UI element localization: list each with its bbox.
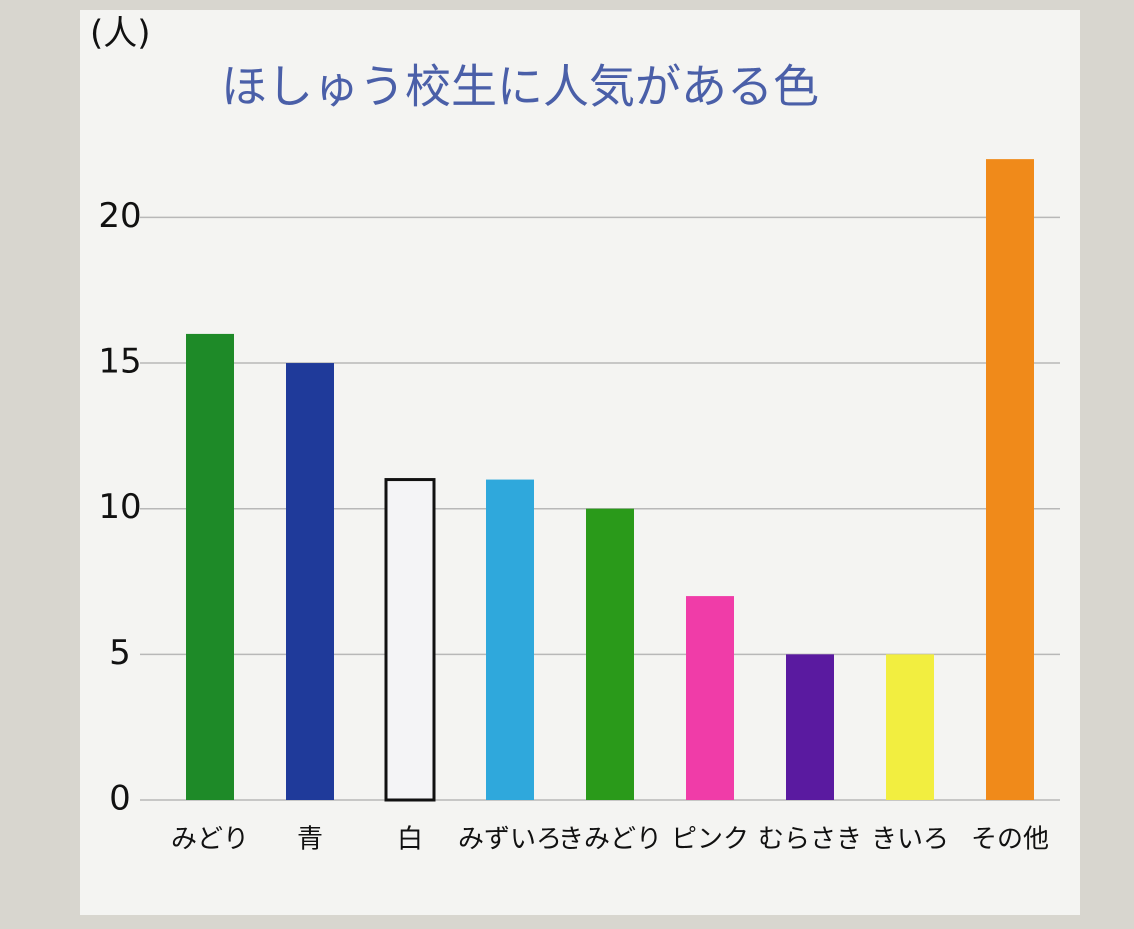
y-axis-label: (人): [90, 14, 151, 54]
y-tick-label: 5: [109, 633, 131, 673]
bar: [786, 654, 834, 800]
chart-title: ほしゅう校生に人気がある色: [221, 60, 819, 114]
bar: [686, 596, 734, 800]
y-tick-label: 20: [98, 196, 141, 236]
y-tick-label: 10: [98, 487, 141, 527]
bar: [586, 508, 634, 800]
bar: [986, 159, 1034, 800]
x-tick-label: ピンク: [671, 825, 749, 855]
y-tick-label: 0: [109, 779, 131, 819]
bar: [186, 333, 234, 800]
bar: [286, 363, 334, 800]
x-tick-label: むらさき: [758, 825, 862, 855]
bar: [886, 654, 934, 800]
x-tick-label: きいろ: [871, 825, 949, 855]
x-tick-label: みどり: [171, 825, 249, 855]
x-tick-label: きみどり: [558, 825, 662, 855]
bar: [486, 479, 534, 800]
x-tick-label: みずいろ: [458, 825, 562, 855]
y-tick-label: 15: [98, 342, 141, 382]
x-tick-label: 青: [297, 825, 323, 855]
x-tick-label: 白: [397, 825, 423, 855]
bar: [384, 478, 436, 802]
x-tick-label: その他: [971, 825, 1049, 855]
